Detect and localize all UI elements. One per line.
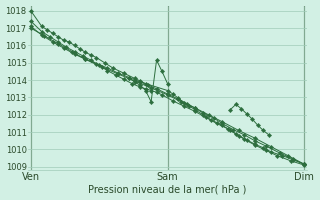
X-axis label: Pression niveau de la mer( hPa ): Pression niveau de la mer( hPa )	[88, 184, 247, 194]
